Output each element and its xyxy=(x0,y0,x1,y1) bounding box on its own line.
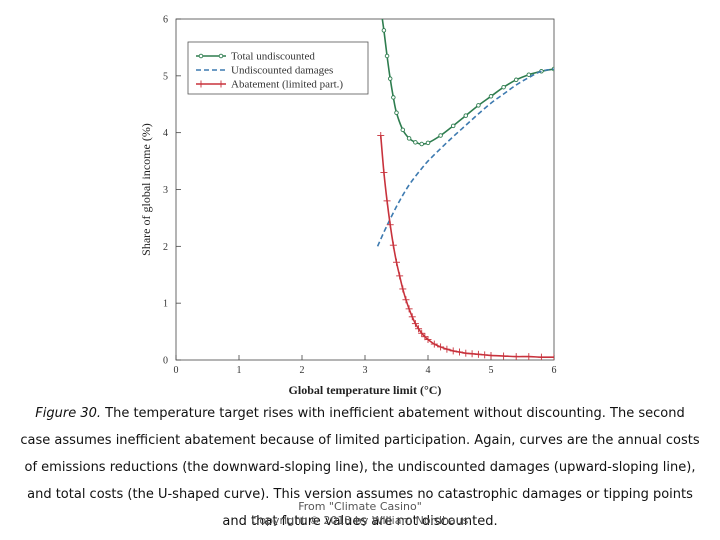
data-point xyxy=(513,77,519,83)
data-point xyxy=(393,258,400,266)
data-point xyxy=(537,353,545,360)
series-line-abatement-limited-part xyxy=(379,135,554,358)
series-undiscounted-damages xyxy=(376,68,554,247)
data-point xyxy=(500,352,508,360)
data-point xyxy=(380,168,388,176)
data-point xyxy=(406,136,412,141)
figure-label: Figure 30. xyxy=(35,406,101,421)
data-point xyxy=(550,353,554,360)
data-point xyxy=(396,272,404,280)
x-tick-label: 5 xyxy=(489,365,494,376)
data-point xyxy=(512,353,520,360)
data-point xyxy=(526,72,532,77)
data-point xyxy=(468,350,476,358)
y-tick-label: 0 xyxy=(163,356,168,367)
x-tick-label: 2 xyxy=(300,365,305,376)
legend-item-abatement-limited-part: Abatement (limited part.) xyxy=(196,79,343,91)
data-point xyxy=(402,296,410,304)
data-point xyxy=(400,127,406,133)
legend-label: Total undiscounted xyxy=(231,51,315,63)
data-point xyxy=(443,345,451,353)
data-point xyxy=(488,94,494,99)
data-point xyxy=(405,305,413,313)
x-tick-label: 4 xyxy=(426,365,431,376)
data-point xyxy=(415,325,423,333)
data-point xyxy=(419,141,424,147)
data-point xyxy=(389,241,397,249)
chart: 0 1 2 3 4 5 6 0 1 2 3 4 5 6 Global temperature limit … xyxy=(139,6,557,398)
series-abatement-limited-part xyxy=(377,132,554,360)
series-layer xyxy=(376,6,554,360)
data-point xyxy=(481,351,489,359)
data-point xyxy=(449,347,457,355)
y-tick-label: 1 xyxy=(163,299,168,310)
data-point xyxy=(487,351,495,359)
figure-caption-text: The temperature target rises with ineffi… xyxy=(20,406,700,529)
data-point xyxy=(386,221,394,229)
y-tick-label: 6 xyxy=(163,15,168,26)
credit-copyright: Copyright © 2013 by William Nordhaus xyxy=(251,514,469,527)
x-axis-title: Global temperature limit (°C) xyxy=(289,383,442,397)
data-point xyxy=(456,348,463,356)
data-point xyxy=(501,84,506,90)
data-point xyxy=(476,103,481,108)
data-point xyxy=(424,336,432,344)
data-point xyxy=(462,349,470,357)
data-point xyxy=(437,343,445,351)
data-point xyxy=(411,320,419,328)
series-line-undiscounted-damages xyxy=(376,68,554,247)
data-point xyxy=(450,123,456,129)
figure-caption: Figure 30. The temperature target rises … xyxy=(20,400,700,535)
data-point xyxy=(408,313,416,321)
data-point xyxy=(525,353,533,360)
data-point xyxy=(463,113,469,118)
x-tick-label: 0 xyxy=(174,365,179,376)
legend-item-total-undiscounted: Total undiscounted xyxy=(196,51,315,63)
series-line-total-undiscounted xyxy=(381,19,554,145)
data-point xyxy=(430,340,438,348)
x-tick-label: 6 xyxy=(552,365,557,376)
data-point xyxy=(394,110,399,116)
data-point xyxy=(391,95,396,100)
y-tick-label: 3 xyxy=(163,185,168,196)
y-tick-label: 5 xyxy=(163,71,168,82)
data-point xyxy=(381,28,387,33)
x-tick-label: 1 xyxy=(237,365,242,376)
y-tick-label: 4 xyxy=(163,128,168,139)
data-point xyxy=(438,133,443,138)
data-point xyxy=(418,329,426,337)
legend-item-undiscounted-damages: Undiscounted damages xyxy=(196,65,333,77)
credit: From "Climate Casino" Copyright © 2013 b… xyxy=(0,500,720,528)
credit-source: From "Climate Casino" xyxy=(298,500,422,513)
data-point xyxy=(413,140,418,145)
legend-label: Undiscounted damages xyxy=(231,65,333,77)
data-point xyxy=(474,350,482,358)
data-point xyxy=(377,132,385,140)
legend-label: Abatement (limited part.) xyxy=(231,79,343,91)
y-axis-title: Share of global income (%) xyxy=(139,123,153,256)
data-point xyxy=(383,197,391,205)
ticks: 0 1 2 3 4 5 6 0 1 2 3 4 5 6 xyxy=(163,15,557,377)
y-tick-label: 2 xyxy=(163,242,168,253)
data-point xyxy=(399,285,407,293)
legend-box xyxy=(187,41,369,95)
data-point xyxy=(379,6,383,10)
data-point xyxy=(425,140,431,146)
data-point xyxy=(421,333,429,341)
data-point xyxy=(384,53,390,59)
series-total-undiscounted xyxy=(379,6,554,147)
data-point xyxy=(387,76,393,81)
x-tick-label: 3 xyxy=(363,365,368,376)
legend: Total undiscounted Undiscounted damages Ab… xyxy=(187,41,369,95)
